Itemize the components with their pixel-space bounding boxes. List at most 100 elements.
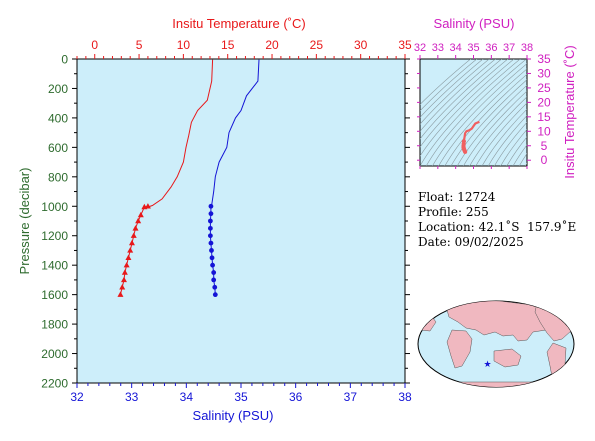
salinity-point	[212, 292, 218, 298]
ts-salinity-tick-label: 33	[432, 42, 444, 54]
continent-africa	[446, 329, 473, 369]
density-contour	[481, 108, 527, 166]
ts-temperature-tick-label: 20	[537, 95, 551, 109]
location-map: ★	[417, 300, 575, 388]
salinity-point	[209, 248, 214, 253]
temperature-tick-label: 30	[354, 38, 368, 52]
float-info: Float: 12724 Profile: 255 Location: 42.1…	[418, 190, 576, 250]
profile-value: 255	[465, 205, 489, 219]
date-value: 09/02/2025	[454, 235, 524, 249]
density-contour	[494, 121, 527, 166]
salinity-point	[208, 240, 214, 246]
continent-antarctica	[419, 381, 573, 387]
temperature-point	[130, 232, 137, 238]
density-contour	[487, 115, 527, 166]
pressure-tick-label: 400	[48, 111, 68, 125]
salinity-point	[210, 262, 215, 268]
ts-salinity-tick-label: 35	[467, 42, 479, 54]
float-row: Float: 12724	[418, 190, 576, 205]
ts-temperature-tick-label: 30	[537, 66, 551, 80]
pressure-tick-label: 200	[48, 82, 68, 96]
ts-salinity-tick-labels: 32 33 34 35 36 37 38	[414, 42, 533, 54]
temperature-axis-title: Insitu Temperature (˚C)	[172, 16, 305, 31]
salinity-tick-label: 38	[398, 390, 412, 404]
salinity-point	[209, 255, 215, 261]
salinity-point	[207, 225, 213, 231]
temperature-point	[120, 276, 127, 283]
salinity-tick-label: 32	[70, 390, 84, 404]
pressure-tick-label: 1200	[41, 229, 68, 243]
temperature-point	[125, 254, 132, 261]
ts-temperature-axis-title: Insitu Temperature (˚C)	[562, 45, 577, 178]
temperature-tick-labels: 0 5 10 15 20 25 30 35	[91, 38, 412, 52]
float-location-marker: ★	[483, 360, 491, 370]
density-contour	[420, 59, 472, 105]
ts-salinity-tick-label: 34	[450, 42, 462, 54]
density-contour	[420, 59, 509, 148]
density-contour	[463, 90, 527, 166]
density-contour	[469, 96, 527, 166]
temperature-tick-label: 35	[398, 38, 412, 52]
salinity-tick-label: 35	[234, 390, 248, 404]
profile-panel: 0 5 10 15 20 25 30 35 32 33 34 35 36 37 38 0 200 400 600…	[17, 16, 412, 423]
density-contour	[438, 68, 527, 166]
profile-plot-area	[76, 58, 406, 384]
salinity-point	[212, 284, 218, 290]
continent-australia	[493, 348, 522, 368]
density-contour	[420, 59, 490, 125]
salinity-point	[208, 211, 214, 217]
date-label: Date:	[418, 235, 451, 249]
temperature-point	[123, 261, 130, 268]
location-label: Location:	[418, 220, 475, 234]
temperature-point	[119, 284, 126, 290]
density-contour	[420, 59, 496, 132]
density-contour	[456, 84, 527, 166]
ts-point	[463, 149, 468, 154]
salinity-tick-label: 33	[125, 390, 139, 404]
date-row: Date: 09/02/2025	[418, 235, 576, 250]
density-contour	[420, 59, 478, 112]
continent-south-america	[546, 342, 567, 383]
ts-salinity-tick-label: 37	[503, 42, 515, 54]
ts-salinity-axis-title: Salinity (PSU)	[434, 16, 515, 31]
salinity-tick-label: 37	[344, 390, 358, 404]
location-value: 42.1˚S 157.9˚E	[478, 220, 577, 234]
pressure-tick-label: 800	[48, 170, 68, 184]
density-contour	[500, 129, 527, 166]
density-contour	[432, 63, 527, 166]
ts-temperature-tick-label: 25	[537, 81, 551, 95]
temperature-point	[117, 291, 124, 297]
pressure-tick-label: 2200	[41, 377, 68, 391]
temperature-tick-label: 20	[265, 38, 279, 52]
float-label: Float:	[418, 190, 454, 204]
temperature-tick-label: 0	[91, 38, 98, 52]
pressure-tick-label: 1600	[41, 288, 68, 302]
ts-temperature-tick-label: 35	[537, 52, 551, 66]
temperature-point	[144, 203, 151, 209]
salinity-point	[208, 203, 214, 209]
profile-label: Profile:	[418, 205, 463, 219]
pressure-tick-labels: 0 200 400 600 800 1000 1200 1400 1600 1800 2000 220…	[41, 53, 68, 391]
float-value: 12724	[457, 190, 496, 204]
density-contour	[512, 144, 527, 166]
salinity-tick-label: 36	[289, 390, 303, 404]
salinity-series	[207, 59, 260, 298]
salinity-point	[207, 218, 213, 224]
temperature-series	[117, 59, 214, 297]
salinity-point	[211, 277, 217, 283]
temperature-point	[121, 269, 128, 275]
temperature-point	[132, 225, 139, 231]
temperature-tick-label: 10	[177, 38, 191, 52]
density-contour	[475, 102, 527, 166]
salinity-axis-title: Salinity (PSU)	[193, 408, 274, 423]
temperature-point	[127, 247, 134, 253]
pressure-tick-label: 600	[48, 141, 68, 155]
pressure-tick-label: 1400	[41, 259, 68, 273]
density-contour	[444, 73, 527, 166]
temperature-point	[137, 211, 144, 218]
salinity-point	[207, 233, 213, 239]
density-contour	[518, 153, 527, 166]
